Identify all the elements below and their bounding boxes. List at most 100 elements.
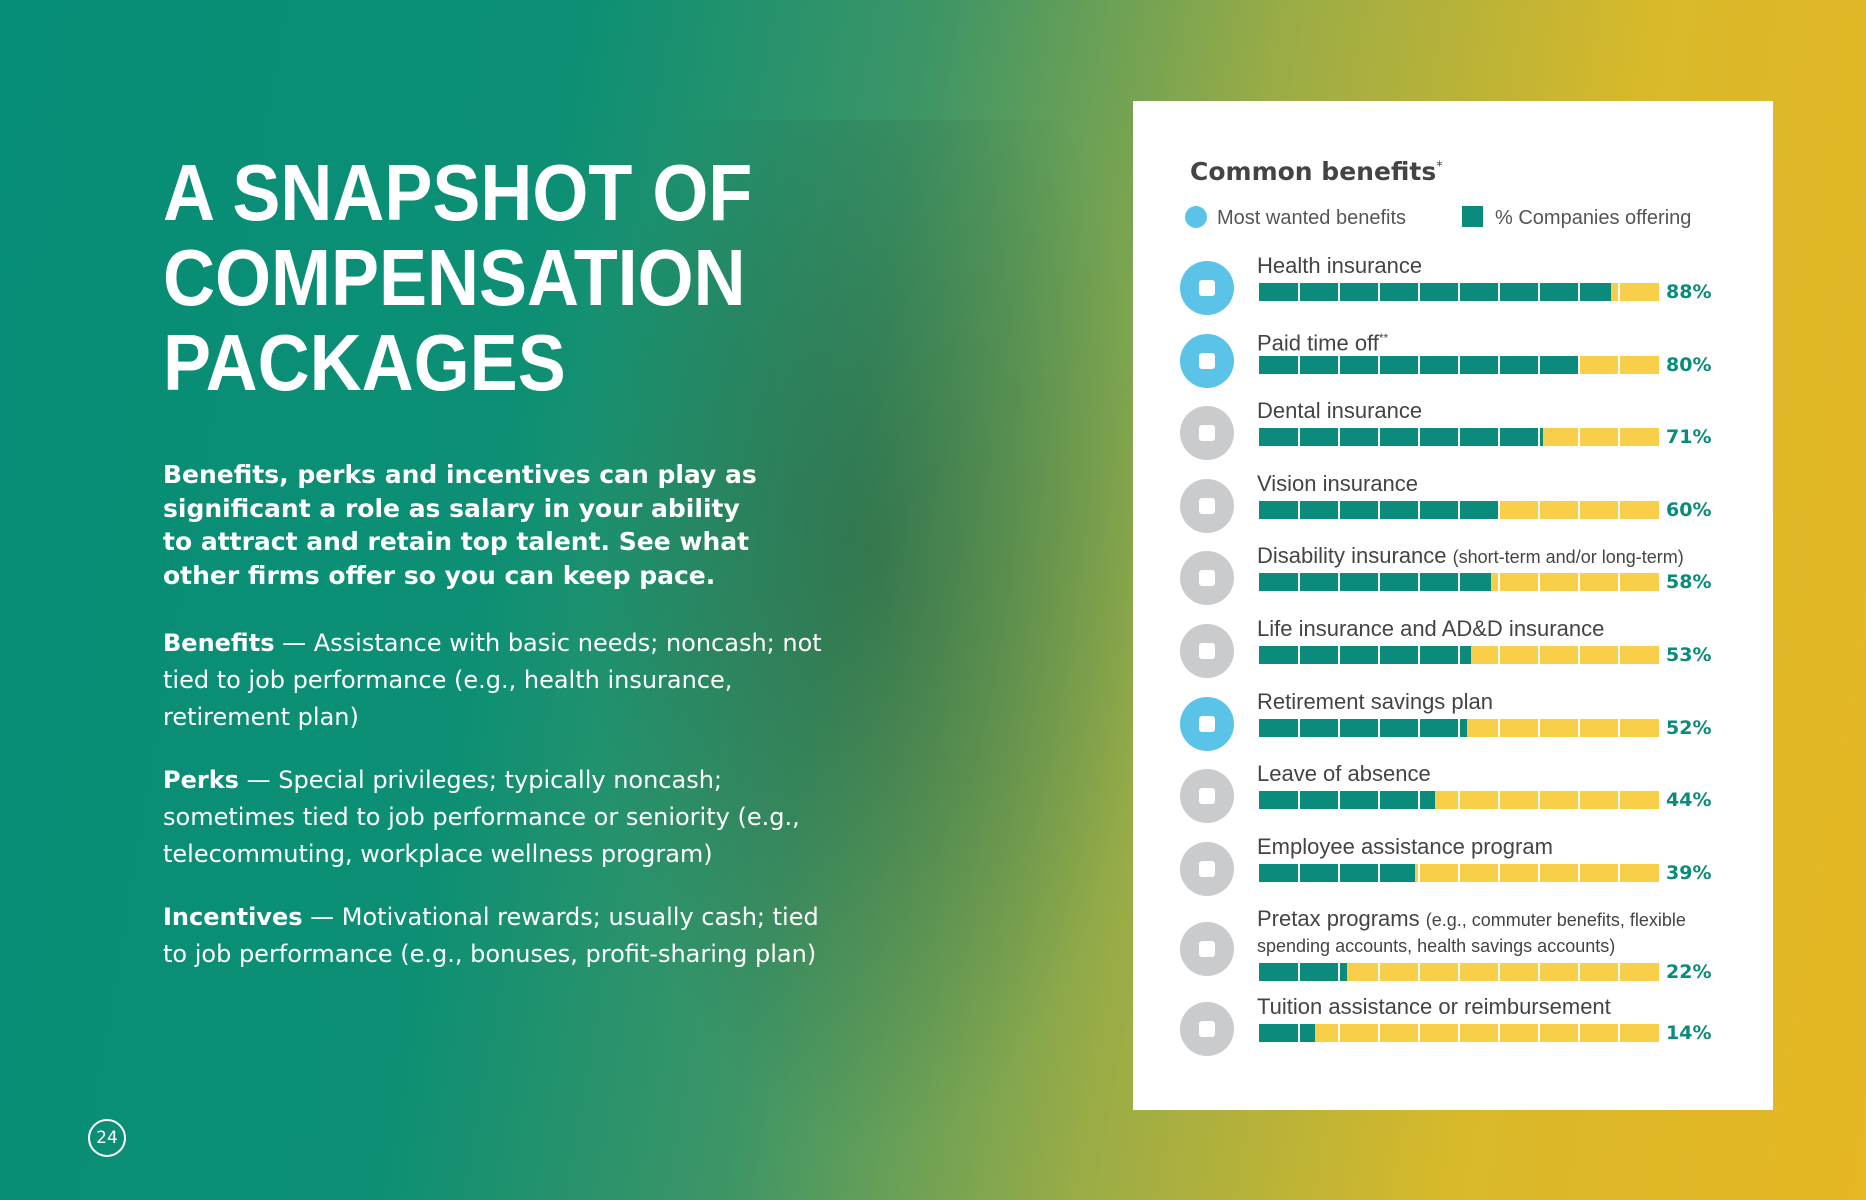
- bar-track: [1259, 283, 1659, 301]
- bar: [1259, 573, 1491, 592]
- bar-divider: [1418, 283, 1420, 301]
- bar-divider: [1378, 355, 1380, 374]
- bar-track: [1259, 573, 1659, 592]
- category-name: Employee assistance program: [1257, 833, 1553, 859]
- definition-text: — Special privileges; typically noncash;…: [163, 766, 800, 868]
- bar-divider: [1298, 791, 1300, 810]
- bar-track: [1259, 1024, 1659, 1043]
- definition: Incentives — Motivational rewards; usual…: [163, 899, 843, 973]
- bar-divider: [1538, 718, 1540, 737]
- bar-divider: [1498, 500, 1500, 519]
- benefit-icon: [1180, 406, 1234, 461]
- footnote-mark: *: [1436, 159, 1443, 175]
- chart-title-text: Common benefits: [1190, 157, 1437, 186]
- bar-divider: [1418, 791, 1420, 810]
- value-label: 60%: [1666, 498, 1712, 521]
- bar-divider: [1578, 1024, 1580, 1043]
- definition: Perks — Special privileges; typically no…: [163, 762, 843, 873]
- bar-divider: [1378, 718, 1380, 737]
- chart-card: Common benefits* Most wanted benefits % …: [1133, 101, 1773, 1110]
- bar-divider: [1458, 355, 1460, 374]
- benefit-icon: [1180, 922, 1234, 977]
- bar-divider: [1458, 283, 1460, 301]
- title-line: COMPENSATION: [163, 233, 746, 322]
- chart-row: Life insurance and AD&D insurance 53%: [1133, 616, 1773, 689]
- bar-divider: [1338, 645, 1340, 664]
- chart-row: Disability insurance (short-term and/or …: [1133, 543, 1773, 616]
- bar-divider: [1298, 645, 1300, 664]
- bar-divider: [1338, 283, 1340, 301]
- category-note: (short-term and/or long-term): [1452, 547, 1684, 568]
- title-line: A SNAPSHOT OF: [163, 148, 753, 237]
- value-label: 39%: [1666, 861, 1712, 884]
- footnote-mark: **: [1378, 330, 1389, 345]
- value-label: 22%: [1666, 961, 1712, 984]
- bar-divider: [1338, 791, 1340, 810]
- bar-divider: [1618, 500, 1620, 519]
- category-name: Tuition assistance or reimbursement: [1257, 994, 1611, 1020]
- bar: [1259, 863, 1415, 882]
- bar-divider: [1378, 283, 1380, 301]
- bar-divider: [1498, 428, 1500, 447]
- bar-divider: [1538, 863, 1540, 882]
- bar: [1259, 645, 1471, 664]
- chart-row: Dental insurance 71%: [1133, 398, 1773, 471]
- category-name: Paid time off: [1257, 329, 1379, 355]
- bar-divider: [1458, 573, 1460, 592]
- bar-divider: [1418, 1024, 1420, 1043]
- bar-divider: [1618, 573, 1620, 592]
- bar-divider: [1578, 645, 1580, 664]
- category-name: Retirement savings plan: [1257, 688, 1494, 714]
- bar-divider: [1618, 428, 1620, 447]
- bar-divider: [1538, 791, 1540, 810]
- bar-divider: [1458, 718, 1460, 737]
- category-label: Retirement savings plan: [1257, 689, 1727, 714]
- bar-divider: [1298, 963, 1300, 982]
- bar-divider: [1538, 500, 1540, 519]
- category-name: Dental insurance: [1257, 398, 1423, 424]
- bar-divider: [1618, 1024, 1620, 1043]
- bar-divider: [1378, 428, 1380, 447]
- bar-track: [1259, 355, 1659, 374]
- category-label: Paid time off**: [1257, 326, 1727, 355]
- bar-divider: [1578, 963, 1580, 982]
- category-note: (e.g., commuter benefits, flexible spend…: [1257, 910, 1686, 957]
- benefit-icon: [1180, 841, 1234, 896]
- bar-divider: [1498, 963, 1500, 982]
- page-title: A SNAPSHOT OF COMPENSATION PACKAGES: [163, 150, 752, 405]
- bar-divider: [1498, 355, 1500, 374]
- bar-divider: [1298, 500, 1300, 519]
- value-label: 80%: [1666, 353, 1712, 376]
- category-name: Health insurance: [1257, 253, 1423, 278]
- benefit-icon: [1180, 623, 1234, 678]
- value-label: 53%: [1666, 643, 1712, 666]
- bar-divider: [1378, 863, 1380, 882]
- bar-divider: [1618, 718, 1620, 737]
- bar-divider: [1378, 573, 1380, 592]
- bar-divider: [1458, 645, 1460, 664]
- bar-divider: [1298, 283, 1300, 301]
- bar-divider: [1498, 283, 1500, 301]
- bar: [1259, 718, 1467, 737]
- bar-track: [1259, 645, 1659, 664]
- legend-swatch: [1185, 206, 1207, 228]
- title-line: PACKAGES: [163, 318, 566, 407]
- category-name: Disability insurance: [1257, 543, 1447, 569]
- definition-text: — Motivational rewards; usually cash; ti…: [163, 903, 819, 968]
- bar-track: [1259, 863, 1659, 882]
- intro: Benefits, perks and incentives can play …: [163, 460, 757, 590]
- bar-divider: [1298, 863, 1300, 882]
- bar-divider: [1338, 573, 1340, 592]
- bar-divider: [1498, 645, 1500, 664]
- definition: Benefits — Assistance with basic needs; …: [163, 625, 843, 736]
- chart-row: Pretax programs (e.g., commuter benefits…: [1133, 906, 1773, 994]
- bar-divider: [1418, 428, 1420, 447]
- value-label: 71%: [1666, 426, 1712, 449]
- value-label: 44%: [1666, 789, 1712, 812]
- bar-track: [1259, 791, 1659, 810]
- bar-divider: [1338, 718, 1340, 737]
- bar: [1259, 428, 1543, 447]
- category-name: Vision insurance: [1257, 470, 1419, 496]
- bar: [1259, 1024, 1315, 1043]
